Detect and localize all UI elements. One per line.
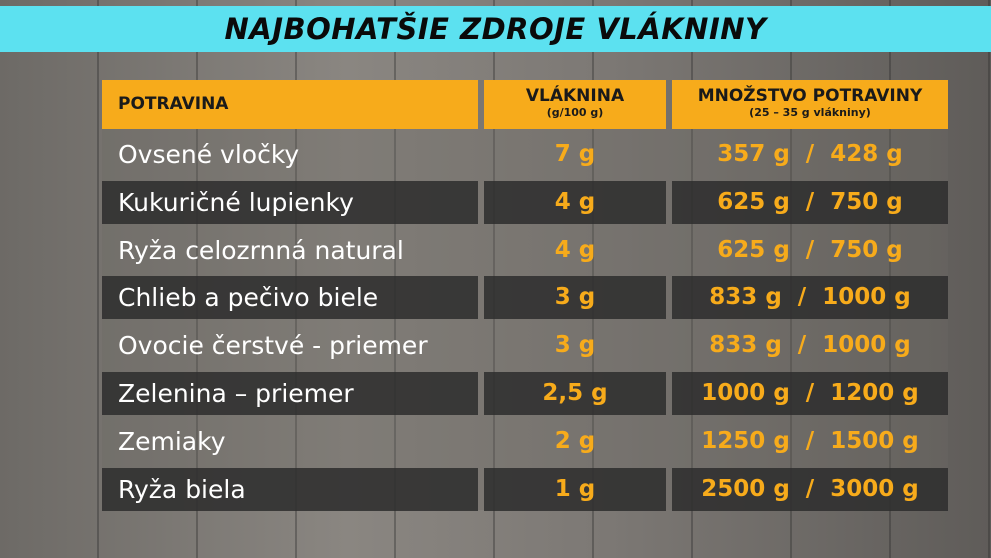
- table-cell: 1 g: [554, 475, 596, 502]
- title: NAJBOHATŠIE ZDROJE VLÁKNINY: [224, 12, 767, 46]
- row-band: [672, 467, 948, 511]
- row-band: [484, 180, 666, 224]
- table-cell: 357 g / 428 g: [717, 141, 903, 167]
- table-cell: 3 g: [554, 284, 596, 311]
- table-cell: 2500 g / 3000 g: [701, 475, 919, 502]
- row-band: [484, 467, 666, 511]
- header-cell: MNOŽSTVO POTRAVINY (25 – 35 g vlákniny): [672, 80, 948, 129]
- table-cell: Ovocie čerstvé - priemer: [118, 331, 428, 361]
- table-cell: Ryža biela: [118, 474, 246, 504]
- header-label: VLÁKNINA: [525, 86, 625, 106]
- table-cell: 4 g: [554, 236, 596, 263]
- table-cell: Chlieb a pečivo biele: [118, 283, 379, 313]
- row-band: [672, 372, 948, 415]
- table-cell: Zemiaky: [118, 426, 226, 456]
- header-sublabel: (g/100 g): [546, 106, 604, 119]
- table-cell: 4 g: [554, 188, 596, 215]
- header-sublabel: (25 – 35 g vlákniny): [749, 106, 871, 119]
- table-cell: Kukuričné lupienky: [118, 187, 354, 217]
- table-cell: Ryža celozrnná natural: [118, 235, 404, 265]
- table-cell: 833 g / 1000 g: [709, 284, 911, 311]
- table-cell: 1250 g / 1500 g: [701, 427, 919, 454]
- table-cell: 833 g / 1000 g: [709, 332, 911, 359]
- row-band: [672, 180, 948, 224]
- table-cell: 625 g / 750 g: [717, 236, 903, 263]
- row-band: [484, 372, 666, 415]
- table-cell: 2,5 g: [542, 380, 608, 406]
- table-cell: 2 g: [554, 427, 596, 454]
- header-cell: POTRAVINA: [102, 80, 478, 129]
- header-label: POTRAVINA: [118, 94, 229, 114]
- row-band: [484, 276, 666, 320]
- table-cell: 625 g / 750 g: [717, 188, 903, 215]
- table-cell: Ovsené vločky: [118, 140, 300, 169]
- row-band: [102, 467, 478, 511]
- table-cell: Zelenina – priemer: [118, 379, 354, 408]
- title-bar: [0, 6, 991, 52]
- row-band: [102, 276, 478, 320]
- row-band: [672, 276, 948, 320]
- header-label: MNOŽSTVO POTRAVINY: [697, 86, 923, 106]
- table-cell: 3 g: [554, 332, 596, 359]
- row-band: [102, 372, 478, 415]
- row-band: [102, 180, 478, 224]
- header-cell: VLÁKNINA (g/100 g): [484, 80, 666, 129]
- table-cell: 1000 g / 1200 g: [701, 380, 919, 406]
- table-cell: 7 g: [554, 141, 596, 167]
